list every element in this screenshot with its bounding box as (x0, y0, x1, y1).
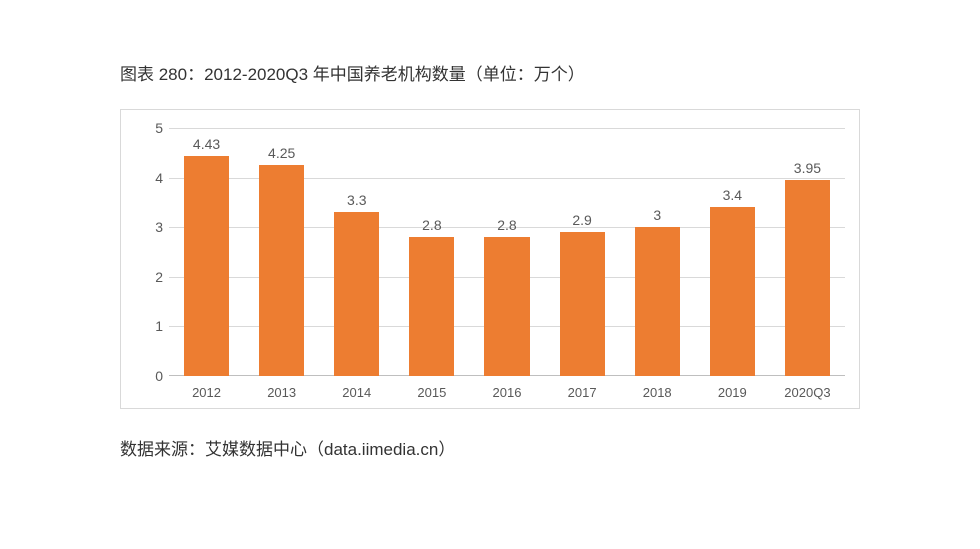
bar-value-label: 2.8 (497, 217, 516, 233)
x-axis-label: 2014 (342, 385, 371, 400)
data-source: 数据来源：艾媒数据中心（data.iimedia.cn） (120, 435, 860, 460)
bar-value-label: 2.8 (422, 217, 441, 233)
bar-value-label: 3.95 (794, 160, 821, 176)
y-axis-label: 4 (141, 170, 163, 186)
bar (710, 207, 755, 376)
bar-slot: 4.252013 (244, 128, 319, 376)
y-axis-label: 3 (141, 219, 163, 235)
bar (334, 212, 379, 376)
bar-slot: 32018 (620, 128, 695, 376)
bar-slot: 2.92017 (545, 128, 620, 376)
bar-slot: 2.82015 (394, 128, 469, 376)
bar-value-label: 4.43 (193, 136, 220, 152)
bar-slot: 3.42019 (695, 128, 770, 376)
bar-value-label: 3 (653, 207, 661, 223)
x-axis-label: 2019 (718, 385, 747, 400)
bar (560, 232, 605, 376)
y-axis-label: 1 (141, 318, 163, 334)
chart-container: 012345 4.4320124.2520133.320142.820152.8… (120, 109, 860, 409)
y-axis-label: 2 (141, 269, 163, 285)
bar-slot: 3.32014 (319, 128, 394, 376)
bar-slot: 2.82016 (469, 128, 544, 376)
bar-value-label: 3.4 (723, 187, 742, 203)
bar (409, 237, 454, 376)
x-axis-label: 2020Q3 (784, 385, 830, 400)
bar-slot: 3.952020Q3 (770, 128, 845, 376)
x-axis-label: 2017 (568, 385, 597, 400)
x-axis-label: 2018 (643, 385, 672, 400)
bar-slot: 4.432012 (169, 128, 244, 376)
bar (484, 237, 529, 376)
bar-value-label: 4.25 (268, 145, 295, 161)
bar (635, 227, 680, 376)
bar-value-label: 2.9 (572, 212, 591, 228)
chart-title: 图表 280：2012-2020Q3 年中国养老机构数量（单位：万个） (120, 60, 860, 85)
x-axis-label: 2016 (493, 385, 522, 400)
y-axis-label: 5 (141, 120, 163, 136)
bar (184, 156, 229, 376)
bar (785, 180, 830, 376)
x-axis-label: 2013 (267, 385, 296, 400)
bar-value-label: 3.3 (347, 192, 366, 208)
y-axis-label: 0 (141, 368, 163, 384)
plot-area: 012345 4.4320124.2520133.320142.820152.8… (169, 128, 845, 376)
x-axis-label: 2012 (192, 385, 221, 400)
bar (259, 165, 304, 376)
x-axis-label: 2015 (417, 385, 446, 400)
